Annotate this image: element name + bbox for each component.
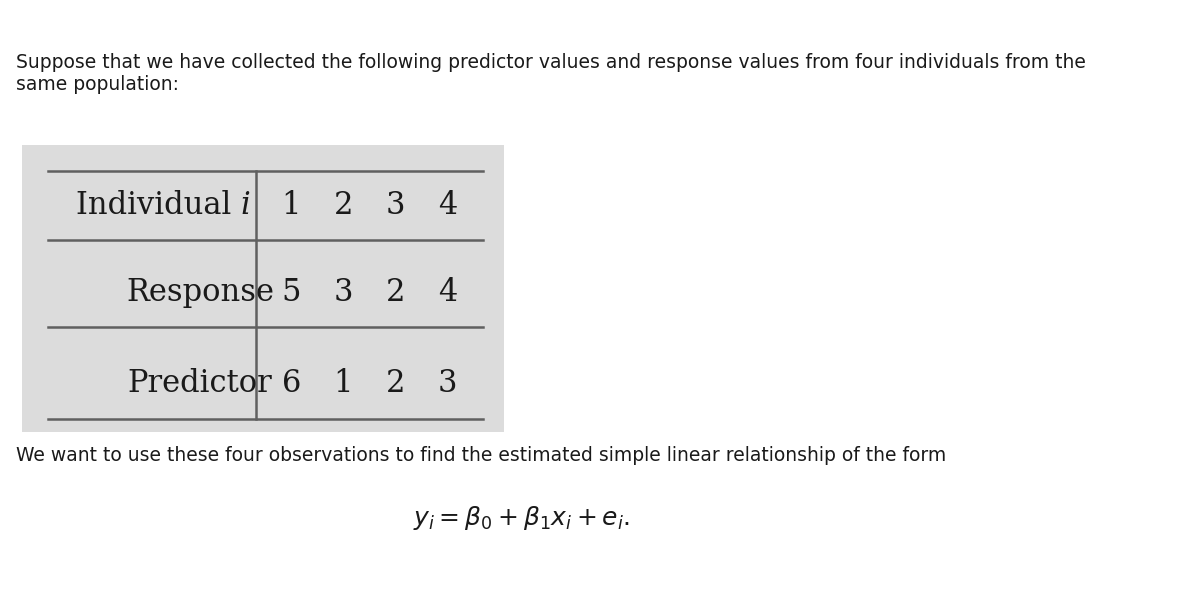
Text: 3: 3 [386,190,406,221]
Text: 2: 2 [386,368,406,399]
Text: 2: 2 [386,277,406,308]
Text: 3: 3 [438,368,457,399]
Text: 2: 2 [334,190,353,221]
Text: We want to use these four observations to find the estimated simple linear relat: We want to use these four observations t… [16,447,946,465]
Text: Predictor: Predictor [127,368,272,399]
Text: Response: Response [126,277,274,308]
Text: 1: 1 [282,190,301,221]
Text: 6: 6 [282,368,301,399]
Text: 1: 1 [334,368,353,399]
FancyBboxPatch shape [22,145,504,431]
Text: same population:: same population: [16,75,179,94]
Text: $y_i = \beta_0 + \beta_1 x_i + e_i.$: $y_i = \beta_0 + \beta_1 x_i + e_i.$ [413,504,630,532]
Text: 4: 4 [438,277,457,308]
Text: 3: 3 [334,277,353,308]
Text: Individual: Individual [76,190,241,221]
Text: i: i [241,190,251,221]
Text: Suppose that we have collected the following predictor values and response value: Suppose that we have collected the follo… [16,53,1086,73]
Text: 4: 4 [438,190,457,221]
Text: 5: 5 [282,277,301,308]
